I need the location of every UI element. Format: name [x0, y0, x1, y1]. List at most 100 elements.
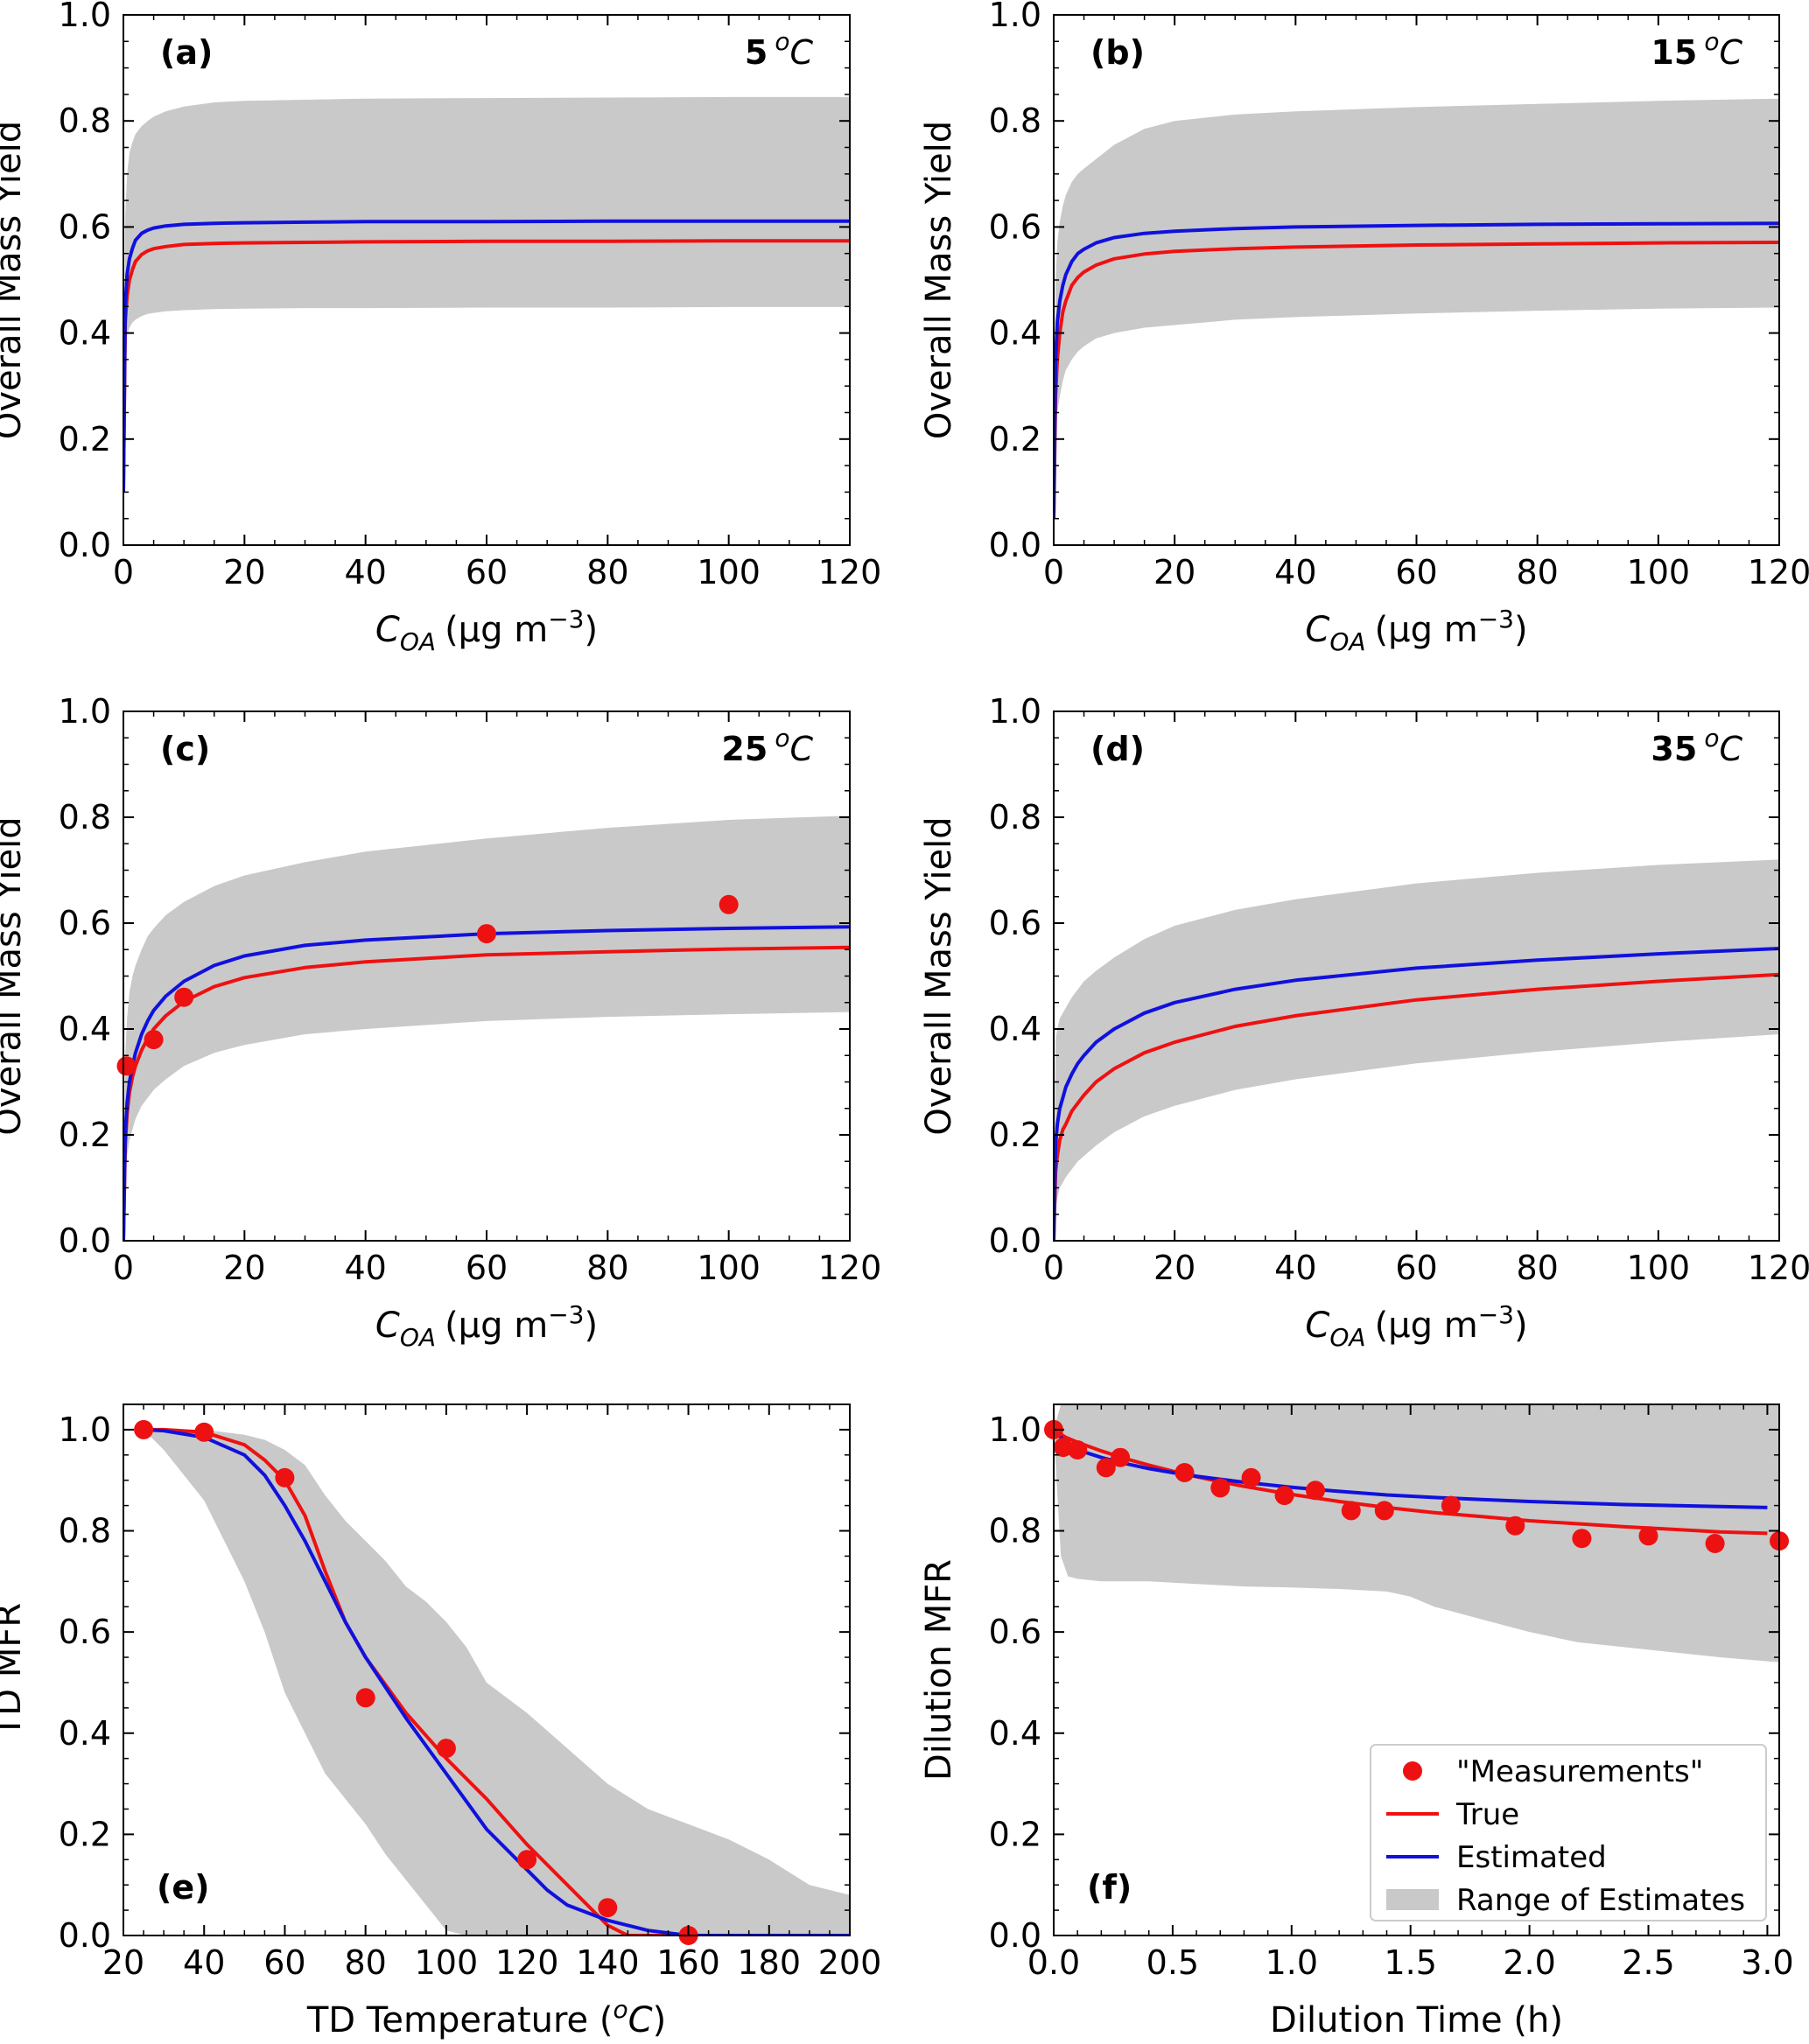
x-tick-label: 80	[344, 1943, 386, 1982]
x-tick-label: 0.0	[1027, 1943, 1080, 1982]
y-tick-label: 0.4	[989, 1010, 1041, 1048]
measurement-point	[355, 1688, 375, 1708]
temperature-value: 35	[1651, 730, 1697, 768]
measurement-point	[436, 1739, 456, 1759]
panel-tag: (b)	[1090, 33, 1145, 72]
true-line	[1054, 972, 1779, 1241]
x-tick-label: 200	[818, 1943, 882, 1982]
legend-label-range: Range of Estimates	[1456, 1883, 1745, 1918]
y-tick-label: 0.6	[989, 207, 1041, 246]
measurement-point	[1068, 1440, 1088, 1460]
measurement-point	[1638, 1526, 1658, 1546]
range-of-estimates-band	[1054, 1404, 1779, 1662]
legend-box	[1370, 1744, 1767, 1922]
y-tick-label: 1.0	[989, 692, 1041, 731]
x-tick-label: 0	[113, 1249, 134, 1287]
y-tick-label: 0.4	[989, 1714, 1041, 1753]
y-axis-label: Overall Mass Yield	[0, 121, 29, 439]
chart-panel-d: 0 20 40 60 80 100 120 0.0 0.2 0.4 0.6 0.8 1.0 Overall…	[919, 692, 1809, 1352]
x-label-unit: (µg m	[445, 1306, 548, 1346]
x-label-unit: (µg m	[1375, 610, 1478, 650]
measurement-point	[174, 987, 194, 1007]
x-label-exponent: −3	[1478, 605, 1514, 634]
y-tick-label: 0.2	[989, 1815, 1041, 1853]
legend-label-estimated: Estimated	[1456, 1840, 1607, 1875]
x-label-symbol: C	[375, 610, 400, 650]
y-tick-label: 1.0	[989, 1410, 1041, 1449]
x-tick-label: 180	[738, 1943, 802, 1982]
chart-panel-e: 20 40 60 80 100 120 140 160 180 200 0.0 0.2 0.4 0.6 0.…	[0, 1404, 881, 2040]
measurement-point	[1210, 1478, 1231, 1498]
x-label-exponent: o	[613, 1995, 628, 2024]
x-tick-label: 100	[697, 553, 761, 592]
x-tick-label: 40	[1274, 553, 1316, 592]
x-tick-label: 100	[415, 1943, 479, 1982]
axes-frame	[1053, 1404, 1780, 1936]
measurement-point	[1096, 1458, 1116, 1478]
measurement-point	[144, 1030, 164, 1050]
x-tick-label: 3.0	[1741, 1943, 1793, 1982]
range-of-estimates-band	[144, 1429, 850, 1936]
x-label-symbol: C	[375, 1306, 400, 1346]
measurement-point	[1505, 1516, 1525, 1536]
x-label-exponent: −3	[548, 1300, 584, 1329]
estimated-line	[123, 219, 850, 493]
temperature-unit: C	[1719, 730, 1742, 768]
y-tick-label: 0.8	[59, 1512, 111, 1550]
temperature-value: 25	[721, 730, 768, 768]
x-tick-label: 2.5	[1622, 1943, 1674, 1982]
x-tick-label: 20	[102, 1943, 144, 1982]
y-tick-label: 0.4	[989, 314, 1041, 353]
x-label-symbol: C	[1305, 1306, 1329, 1346]
y-tick-label: 1.0	[59, 692, 111, 731]
temperature-tag: 5 oC	[745, 27, 814, 72]
panel-tag: (f)	[1087, 1868, 1132, 1907]
y-tick-label: 0.8	[989, 102, 1041, 140]
x-tick-label: 1.0	[1266, 1943, 1318, 1982]
measurement-point	[1053, 1438, 1073, 1458]
x-label-italic: C	[628, 2000, 653, 2040]
y-tick-label: 0.6	[989, 904, 1041, 942]
y-tick-label: 0.0	[59, 1222, 111, 1260]
measurement-point	[1306, 1480, 1325, 1501]
x-tick-label: 60	[466, 1249, 508, 1287]
degree-symbol: o	[1704, 27, 1719, 56]
measurement-point	[134, 1419, 154, 1439]
x-tick-label: 20	[1153, 1249, 1195, 1287]
x-label-subscript: OA	[400, 1323, 436, 1352]
y-axis-label: Overall Mass Yield	[919, 816, 959, 1135]
x-label-unit: (µg m	[1375, 1306, 1478, 1346]
x-tick-label: 20	[1153, 553, 1195, 592]
y-tick-label: 0.0	[989, 1916, 1041, 1955]
x-tick-label: 0	[1043, 553, 1064, 592]
y-tick-label: 0.6	[59, 904, 111, 942]
measurement-point	[1174, 1463, 1195, 1482]
x-tick-label: 80	[1516, 553, 1558, 592]
temperature-unit: C	[789, 33, 813, 72]
temperature-tag: 35 oC	[1651, 724, 1742, 768]
x-label-unit: (µg m	[445, 610, 548, 650]
measurement-point	[1274, 1486, 1294, 1506]
chart-panel-c: 0 20 40 60 80 100 120 0.0 0.2 0.4 0.6 0.8 1.0 Overall…	[0, 692, 881, 1352]
legend-label-true: True	[1455, 1797, 1519, 1832]
x-axis-label: Dilution Time (h)	[1270, 2000, 1563, 2040]
y-tick-label: 0.2	[59, 1815, 111, 1853]
y-tick-label: 0.2	[989, 1116, 1041, 1154]
x-label-exponent: −3	[1478, 1300, 1514, 1329]
true-line	[123, 239, 850, 493]
x-label-close: )	[1514, 1306, 1528, 1346]
temperature-tag: 15 oC	[1651, 27, 1742, 72]
y-tick-label: 0.2	[59, 1116, 111, 1154]
y-axis-label: Overall Mass Yield	[0, 816, 29, 1135]
y-tick-label: 0.8	[59, 798, 111, 836]
x-tick-label: 0.5	[1146, 1943, 1199, 1982]
panel-tag: (e)	[157, 1868, 210, 1907]
range-of-estimates-band	[123, 816, 850, 1241]
range-of-estimates-band	[1054, 98, 1779, 519]
x-axis-label: TD Temperature (oC)	[306, 1995, 666, 2040]
y-tick-label: 1.0	[59, 1410, 111, 1449]
y-tick-label: 1.0	[59, 0, 111, 34]
y-tick-label: 1.0	[989, 0, 1041, 34]
x-tick-label: 160	[656, 1943, 720, 1982]
y-tick-label: 0.0	[59, 526, 111, 564]
